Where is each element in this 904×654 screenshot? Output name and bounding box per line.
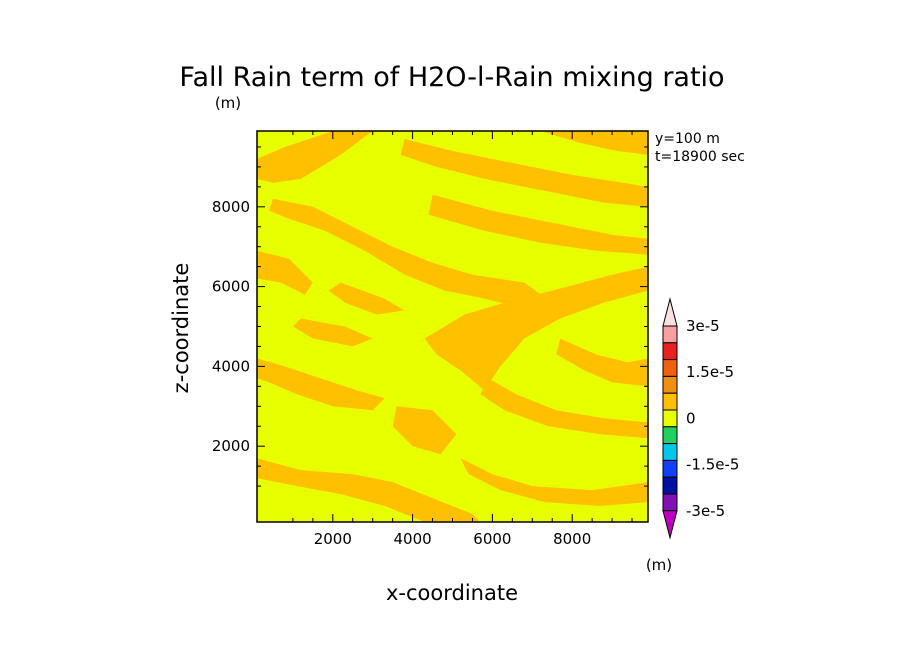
colorbar-segment — [662, 325, 678, 344]
contour-band-13 — [480, 378, 648, 439]
x-axis: 2000 4000 6000 8000 — [292, 131, 633, 548]
y-tick-label: 8000 — [212, 198, 250, 216]
title-unit-label: (m) — [215, 94, 241, 112]
colorbar-segment — [662, 459, 678, 478]
colorbar-tick-label: -1.5e-5 — [686, 456, 739, 474]
contour-band-1 — [257, 131, 373, 183]
y-tick-label: 6000 — [212, 278, 250, 296]
contour-band-9 — [257, 358, 385, 411]
colorbar-tick-label: 0 — [686, 409, 696, 427]
colorbar-segment — [662, 493, 678, 512]
colorbar-segment — [662, 359, 678, 377]
y-tick-label: 4000 — [212, 357, 250, 375]
contour-band-2 — [269, 198, 553, 311]
x-tick-label: 4000 — [394, 530, 432, 548]
chart-title: Fall Rain term of H2O-l-Rain mixing rati… — [179, 62, 724, 93]
contour-band-10 — [392, 406, 457, 455]
colorbar-top-arrow — [662, 297, 678, 327]
y-axis-label: z-coordinate — [169, 263, 193, 394]
colorbar: 3e-5 1.5e-5 0 -1.5e-5 -3e-5 — [662, 297, 739, 540]
contour-band-6 — [328, 282, 405, 315]
colorbar-segment — [662, 426, 678, 445]
colorbar-segment — [662, 375, 678, 394]
contour-band-12 — [257, 458, 481, 522]
contour-band-8 — [556, 338, 648, 387]
colorbar-tick-label: 3e-5 — [686, 317, 720, 335]
contour-band-3 — [400, 139, 648, 207]
colorbar-tick-label: -3e-5 — [686, 502, 725, 520]
contour-band-15 — [540, 131, 648, 155]
contour-band-14 — [292, 318, 373, 347]
y-axis: 2000 4000 6000 8000 — [212, 146, 648, 487]
colorbar-tick-label: 1.5e-5 — [686, 363, 734, 381]
contour-band-4 — [428, 194, 648, 255]
x-axis-label: x-coordinate — [386, 581, 518, 605]
colorbar-unit-label: (m) — [646, 556, 672, 574]
x-tick-label: 2000 — [314, 530, 352, 548]
colorbar-segment — [662, 476, 678, 495]
y-tick-label: 2000 — [212, 437, 250, 455]
annotation-y-position: y=100 m — [655, 131, 720, 147]
plot-area — [256, 130, 649, 523]
annotation-time: t=18900 sec — [655, 149, 745, 165]
colorbar-bottom-arrow — [662, 510, 678, 540]
x-tick-label: 6000 — [473, 530, 511, 548]
contour-band-5 — [257, 250, 313, 295]
colorbar-segment — [662, 342, 678, 361]
contour-band-11 — [460, 458, 648, 506]
x-tick-label: 8000 — [553, 530, 591, 548]
colorbar-segment — [662, 443, 678, 461]
contour-band-7 — [424, 266, 648, 391]
colorbar-segment — [662, 392, 678, 411]
colorbar-segment — [662, 409, 678, 428]
